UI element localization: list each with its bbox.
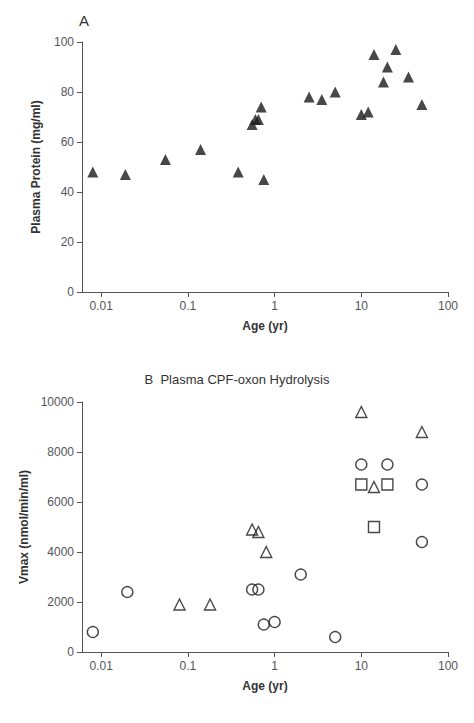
svg-text:10000: 10000 <box>41 395 75 409</box>
svg-text:8000: 8000 <box>47 445 74 459</box>
svg-text:10: 10 <box>355 659 369 673</box>
svg-text:B Plasma CPF-oxon Hydrolysis: B Plasma CPF-oxon Hydrolysis <box>145 372 330 387</box>
svg-text:A: A <box>79 12 89 29</box>
svg-text:0.01: 0.01 <box>90 659 114 673</box>
svg-text:Vmax (nmol/min/ml): Vmax (nmol/min/ml) <box>17 470 31 584</box>
svg-text:40: 40 <box>61 185 75 199</box>
svg-text:20: 20 <box>61 235 75 249</box>
svg-text:6000: 6000 <box>47 495 74 509</box>
svg-text:0: 0 <box>67 645 74 659</box>
svg-text:Plasma Protein (mg/ml): Plasma Protein (mg/ml) <box>29 100 43 233</box>
svg-text:0.1: 0.1 <box>180 659 197 673</box>
svg-text:100: 100 <box>54 35 74 49</box>
svg-text:0: 0 <box>67 285 74 299</box>
svg-text:1: 1 <box>271 299 278 313</box>
svg-text:0.01: 0.01 <box>90 299 114 313</box>
svg-text:60: 60 <box>61 135 75 149</box>
svg-text:4000: 4000 <box>47 545 74 559</box>
svg-text:0.1: 0.1 <box>180 299 197 313</box>
svg-text:1: 1 <box>271 659 278 673</box>
svg-text:100: 100 <box>438 659 458 673</box>
svg-text:100: 100 <box>438 299 458 313</box>
svg-text:80: 80 <box>61 85 75 99</box>
svg-text:Age (yr): Age (yr) <box>242 319 287 333</box>
svg-text:10: 10 <box>355 299 369 313</box>
svg-text:Age (yr): Age (yr) <box>242 679 287 693</box>
svg-text:2000: 2000 <box>47 595 74 609</box>
